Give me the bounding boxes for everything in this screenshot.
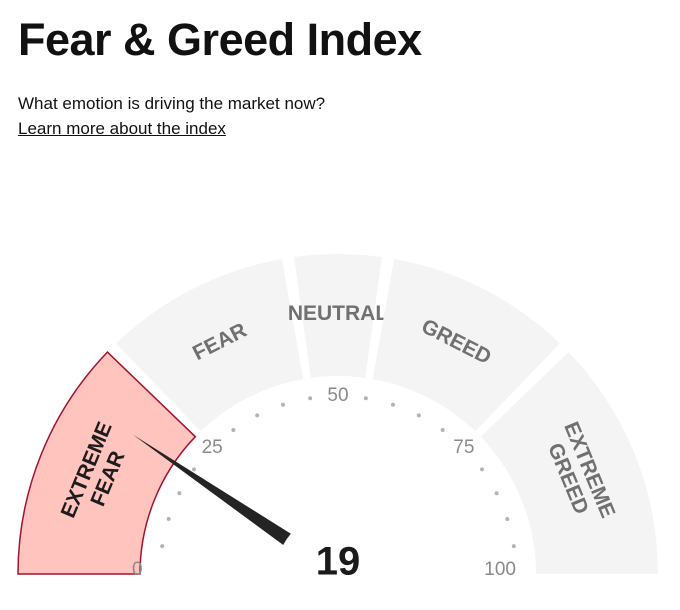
- tick-label-75: 75: [453, 437, 474, 458]
- tick-dot: [440, 427, 445, 432]
- gauge-segment-fear: [116, 258, 304, 432]
- tick-label-50: 50: [327, 385, 348, 406]
- tick-label-25: 25: [202, 437, 223, 458]
- tick-dot: [280, 402, 285, 407]
- gauge-segment-neutral: [294, 253, 382, 378]
- gauge-hub: [276, 512, 400, 610]
- tick-dot: [416, 413, 421, 418]
- tick-dot: [308, 396, 313, 401]
- tick-dot: [160, 544, 165, 549]
- tick-dot: [494, 491, 499, 496]
- tick-dot: [363, 396, 368, 401]
- tick-dot: [191, 467, 196, 472]
- tick-dot: [177, 491, 182, 496]
- tick-label-100: 100: [484, 559, 516, 580]
- tick-label-0: 0: [132, 559, 143, 580]
- tick-dot: [511, 544, 516, 549]
- gauge-segment-greed: [372, 258, 560, 432]
- tick-dot: [391, 402, 396, 407]
- gauge-segment-label: NEUTRAL: [288, 302, 388, 325]
- gauge-segment-extreme-fear: [17, 351, 197, 575]
- tick-dot: [166, 516, 171, 521]
- gauge-ticks: [160, 396, 516, 549]
- segment-label-line: NEUTRAL: [288, 302, 388, 325]
- tick-dot: [231, 427, 236, 432]
- tick-dot: [255, 413, 260, 418]
- page-title: Fear & Greed Index: [18, 14, 422, 65]
- learn-more-link[interactable]: Learn more about the index: [18, 119, 226, 138]
- tick-dot: [480, 467, 485, 472]
- gauge-segment-extreme-greed: [480, 352, 658, 574]
- tick-dot: [505, 516, 510, 521]
- page-subtitle: What emotion is driving the market now?: [18, 94, 326, 113]
- gauge-tick-labels: 0 25 50 75 100: [132, 385, 516, 580]
- gauge-value: 19: [316, 540, 361, 584]
